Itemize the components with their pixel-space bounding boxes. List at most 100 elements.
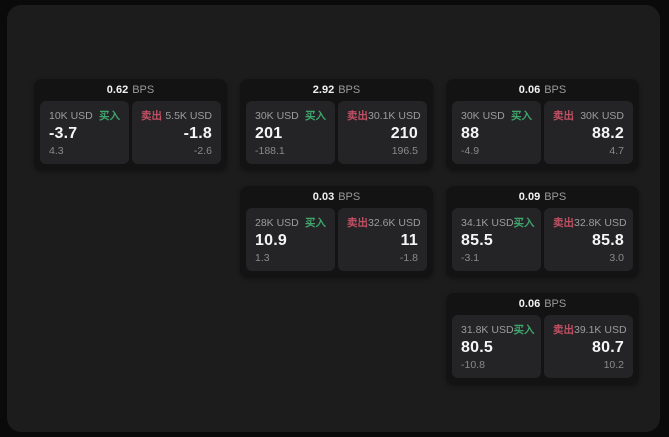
quote-card: 0.06 BPS 30K USD 买入 88 -4.9 卖出 30K USD 8… <box>446 79 639 170</box>
sell-tile[interactable]: 卖出 32.8K USD 85.8 3.0 <box>544 208 633 271</box>
quote-card: 0.62 BPS 10K USD 买入 -3.7 4.3 卖出 5.5K USD… <box>34 79 227 170</box>
sell-change: -2.6 <box>193 145 212 157</box>
buy-tile[interactable]: 34.1K USD 买入 85.5 -3.1 <box>452 208 541 271</box>
sell-amount: 32.8K USD <box>574 217 627 229</box>
bps-unit-label: BPS <box>338 191 361 203</box>
buy-amount: 30K USD <box>255 110 299 122</box>
buy-amount: 30K USD <box>461 110 505 122</box>
buy-side-label: 买入 <box>305 217 326 229</box>
buy-change: -10.8 <box>461 359 485 371</box>
bps-value: 2.92 <box>312 84 335 96</box>
quote-card: 0.06 BPS 31.8K USD 买入 80.5 -10.8 卖出 39.1… <box>446 293 639 384</box>
buy-tile-header: 30K USD 买入 <box>461 108 532 123</box>
card-body: 10K USD 买入 -3.7 4.3 卖出 5.5K USD -1.8 -2.… <box>34 101 227 170</box>
buy-price: -3.7 <box>49 125 78 142</box>
card-header: 2.92 BPS <box>240 79 433 101</box>
sell-tile-header: 卖出 32.6K USD <box>347 215 421 230</box>
card-header: 0.09 BPS <box>446 186 639 208</box>
buy-amount: 10K USD <box>49 110 93 122</box>
buy-price: 201 <box>255 125 283 142</box>
sell-price: 88.2 <box>592 125 624 142</box>
card-header: 0.62 BPS <box>34 79 227 101</box>
bps-value: 0.62 <box>106 84 129 96</box>
sell-price: -1.8 <box>183 125 212 142</box>
sell-amount: 5.5K USD <box>165 110 212 122</box>
sell-side-label: 卖出 <box>141 110 162 122</box>
sell-change: 196.5 <box>391 145 418 157</box>
buy-tile-header: 34.1K USD 买入 <box>461 215 535 230</box>
bps-unit-label: BPS <box>132 84 155 96</box>
sell-amount: 32.6K USD <box>368 217 421 229</box>
main-panel: 0.62 BPS 10K USD 买入 -3.7 4.3 卖出 5.5K USD… <box>7 5 660 432</box>
sell-tile-header: 卖出 30K USD <box>553 108 624 123</box>
sell-side-label: 卖出 <box>553 217 574 229</box>
buy-side-label: 买入 <box>513 324 535 336</box>
sell-tile[interactable]: 卖出 39.1K USD 80.7 10.2 <box>544 315 633 378</box>
card-body: 31.8K USD 买入 80.5 -10.8 卖出 39.1K USD 80.… <box>446 315 639 384</box>
buy-change: 1.3 <box>255 252 270 264</box>
bps-value: 0.06 <box>518 298 541 310</box>
bps-value: 0.03 <box>312 191 335 203</box>
quote-card: 0.03 BPS 28K USD 买入 10.9 1.3 卖出 32.6K US… <box>240 186 433 277</box>
buy-tile[interactable]: 31.8K USD 买入 80.5 -10.8 <box>452 315 541 378</box>
sell-tile-header: 卖出 5.5K USD <box>141 108 212 123</box>
sell-change: -1.8 <box>399 252 418 264</box>
bps-unit-label: BPS <box>338 84 361 96</box>
buy-change: -3.1 <box>461 252 480 264</box>
buy-price: 85.5 <box>461 232 493 249</box>
buy-amount: 34.1K USD <box>461 217 514 229</box>
buy-change: 4.3 <box>49 145 64 157</box>
buy-amount: 31.8K USD <box>461 324 514 336</box>
sell-tile-header: 卖出 32.8K USD <box>553 215 627 230</box>
sell-side-label: 卖出 <box>347 217 368 229</box>
sell-price: 80.7 <box>592 339 624 356</box>
sell-tile-header: 卖出 30.1K USD <box>347 108 421 123</box>
buy-price: 80.5 <box>461 339 493 356</box>
bps-unit-label: BPS <box>544 84 567 96</box>
sell-change: 10.2 <box>603 359 624 371</box>
sell-amount: 30.1K USD <box>368 110 421 122</box>
sell-price: 85.8 <box>592 232 624 249</box>
buy-side-label: 买入 <box>305 110 326 122</box>
buy-tile-header: 28K USD 买入 <box>255 215 326 230</box>
sell-tile[interactable]: 卖出 30.1K USD 210 196.5 <box>338 101 427 164</box>
sell-side-label: 卖出 <box>347 110 368 122</box>
buy-side-label: 买入 <box>99 110 120 122</box>
sell-price: 210 <box>390 125 418 142</box>
buy-tile-header: 31.8K USD 买入 <box>461 322 535 337</box>
sell-tile[interactable]: 卖出 32.6K USD 11 -1.8 <box>338 208 427 271</box>
bps-value: 0.06 <box>518 84 541 96</box>
buy-tile[interactable]: 28K USD 买入 10.9 1.3 <box>246 208 335 271</box>
card-header: 0.03 BPS <box>240 186 433 208</box>
card-body: 34.1K USD 买入 85.5 -3.1 卖出 32.8K USD 85.8… <box>446 208 639 277</box>
card-body: 28K USD 买入 10.9 1.3 卖出 32.6K USD 11 -1.8 <box>240 208 433 277</box>
sell-side-label: 卖出 <box>553 110 574 122</box>
buy-tile-header: 10K USD 买入 <box>49 108 120 123</box>
sell-tile[interactable]: 卖出 30K USD 88.2 4.7 <box>544 101 633 164</box>
buy-price: 88 <box>461 125 480 142</box>
buy-side-label: 买入 <box>511 110 532 122</box>
sell-tile[interactable]: 卖出 5.5K USD -1.8 -2.6 <box>132 101 221 164</box>
cards-grid: 0.62 BPS 10K USD 买入 -3.7 4.3 卖出 5.5K USD… <box>34 79 639 384</box>
buy-tile[interactable]: 30K USD 买入 201 -188.1 <box>246 101 335 164</box>
sell-price: 11 <box>400 232 418 249</box>
buy-tile-header: 30K USD 买入 <box>255 108 326 123</box>
buy-tile[interactable]: 30K USD 买入 88 -4.9 <box>452 101 541 164</box>
buy-tile[interactable]: 10K USD 买入 -3.7 4.3 <box>40 101 129 164</box>
card-body: 30K USD 买入 88 -4.9 卖出 30K USD 88.2 4.7 <box>446 101 639 170</box>
buy-price: 10.9 <box>255 232 287 249</box>
quote-card: 0.09 BPS 34.1K USD 买入 85.5 -3.1 卖出 32.8K… <box>446 186 639 277</box>
sell-tile-header: 卖出 39.1K USD <box>553 322 627 337</box>
sell-change: 3.0 <box>609 252 624 264</box>
bps-unit-label: BPS <box>544 298 567 310</box>
buy-side-label: 买入 <box>513 217 535 229</box>
quote-card: 2.92 BPS 30K USD 买入 201 -188.1 卖出 30.1K … <box>240 79 433 170</box>
sell-change: 4.7 <box>609 145 624 157</box>
buy-amount: 28K USD <box>255 217 299 229</box>
buy-change: -4.9 <box>461 145 480 157</box>
buy-change: -188.1 <box>255 145 285 157</box>
sell-side-label: 卖出 <box>553 324 574 336</box>
sell-amount: 30K USD <box>580 110 624 122</box>
bps-unit-label: BPS <box>544 191 567 203</box>
bps-value: 0.09 <box>518 191 541 203</box>
